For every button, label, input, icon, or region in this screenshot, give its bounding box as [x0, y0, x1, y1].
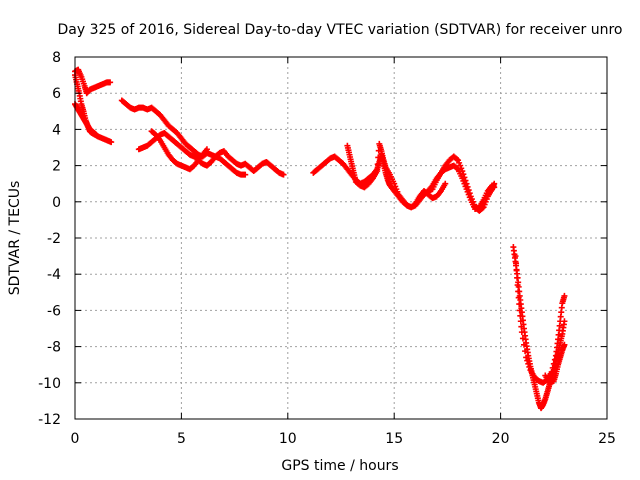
y-tick-label: 0 [52, 195, 61, 211]
data-point [513, 267, 520, 274]
x-tick-label: 25 [598, 431, 616, 447]
x-tick-labels: 0 5 10 15 20 25 [71, 431, 616, 447]
x-tick-label: 10 [279, 431, 297, 447]
data-point [464, 183, 471, 190]
data-point [523, 354, 530, 361]
data-point [107, 79, 114, 86]
chart-title: Day 325 of 2016, Sidereal Day-to-day VTE… [58, 22, 623, 38]
y-tick-label: -6 [47, 303, 61, 319]
data-point [517, 318, 524, 325]
y-tick-label: -4 [47, 267, 61, 283]
data-point [517, 312, 524, 319]
data-point [461, 174, 468, 181]
data-point [453, 156, 460, 163]
data-point [561, 341, 568, 348]
data-point [280, 171, 287, 178]
data-point [515, 294, 522, 301]
data-point [465, 187, 472, 194]
data-point [549, 364, 556, 371]
y-tick-label: 8 [52, 50, 61, 66]
axis-ticks [74, 56, 608, 420]
data-point [479, 205, 486, 212]
data-point [460, 171, 467, 178]
data-point [512, 253, 519, 260]
data-point [513, 260, 520, 267]
data-point [518, 323, 525, 330]
y-tick-label: -8 [47, 340, 61, 356]
x-tick-label: 15 [385, 431, 403, 447]
data-point [516, 301, 523, 308]
x-tick-label: 0 [71, 431, 80, 447]
y-tick-label: 6 [52, 86, 61, 102]
x-tick-label: 20 [492, 431, 510, 447]
y-axis-label: SDTVAR / TECUs [7, 181, 23, 296]
data-point [518, 329, 525, 336]
data-point [93, 131, 100, 138]
data-point [491, 180, 498, 187]
data-point [525, 360, 532, 367]
data-point [526, 363, 533, 370]
data-point [561, 292, 568, 299]
grid-lines [75, 57, 607, 419]
data-point [519, 335, 526, 342]
data-point [521, 341, 528, 348]
data-point [515, 288, 522, 295]
data-point [514, 282, 521, 289]
data-point [108, 139, 115, 146]
y-tick-label: -12 [38, 412, 61, 428]
y-tick-label: 4 [52, 122, 61, 138]
y-tick-label: 2 [52, 159, 61, 175]
data-point [514, 274, 521, 281]
data-point [374, 168, 381, 175]
data-point [516, 307, 523, 314]
data-point [374, 161, 381, 168]
x-axis-label: GPS time / hours [281, 458, 398, 474]
data-point [463, 180, 470, 187]
data-point [524, 357, 531, 364]
data-point [462, 177, 469, 184]
y-tick-labels: 8 6 4 2 0 -2 -4 -6 -8 -10 -12 [38, 50, 61, 428]
data-point [459, 168, 466, 175]
data-point [466, 190, 473, 197]
y-tick-label: -2 [47, 231, 61, 247]
data-point [522, 348, 529, 355]
data-point [442, 180, 449, 187]
y-tick-label: -10 [38, 376, 61, 392]
data-point [242, 171, 249, 178]
data-series-sdtvar [72, 66, 568, 412]
x-tick-label: 5 [177, 431, 186, 447]
data-point [550, 360, 557, 367]
data-point [203, 146, 210, 153]
